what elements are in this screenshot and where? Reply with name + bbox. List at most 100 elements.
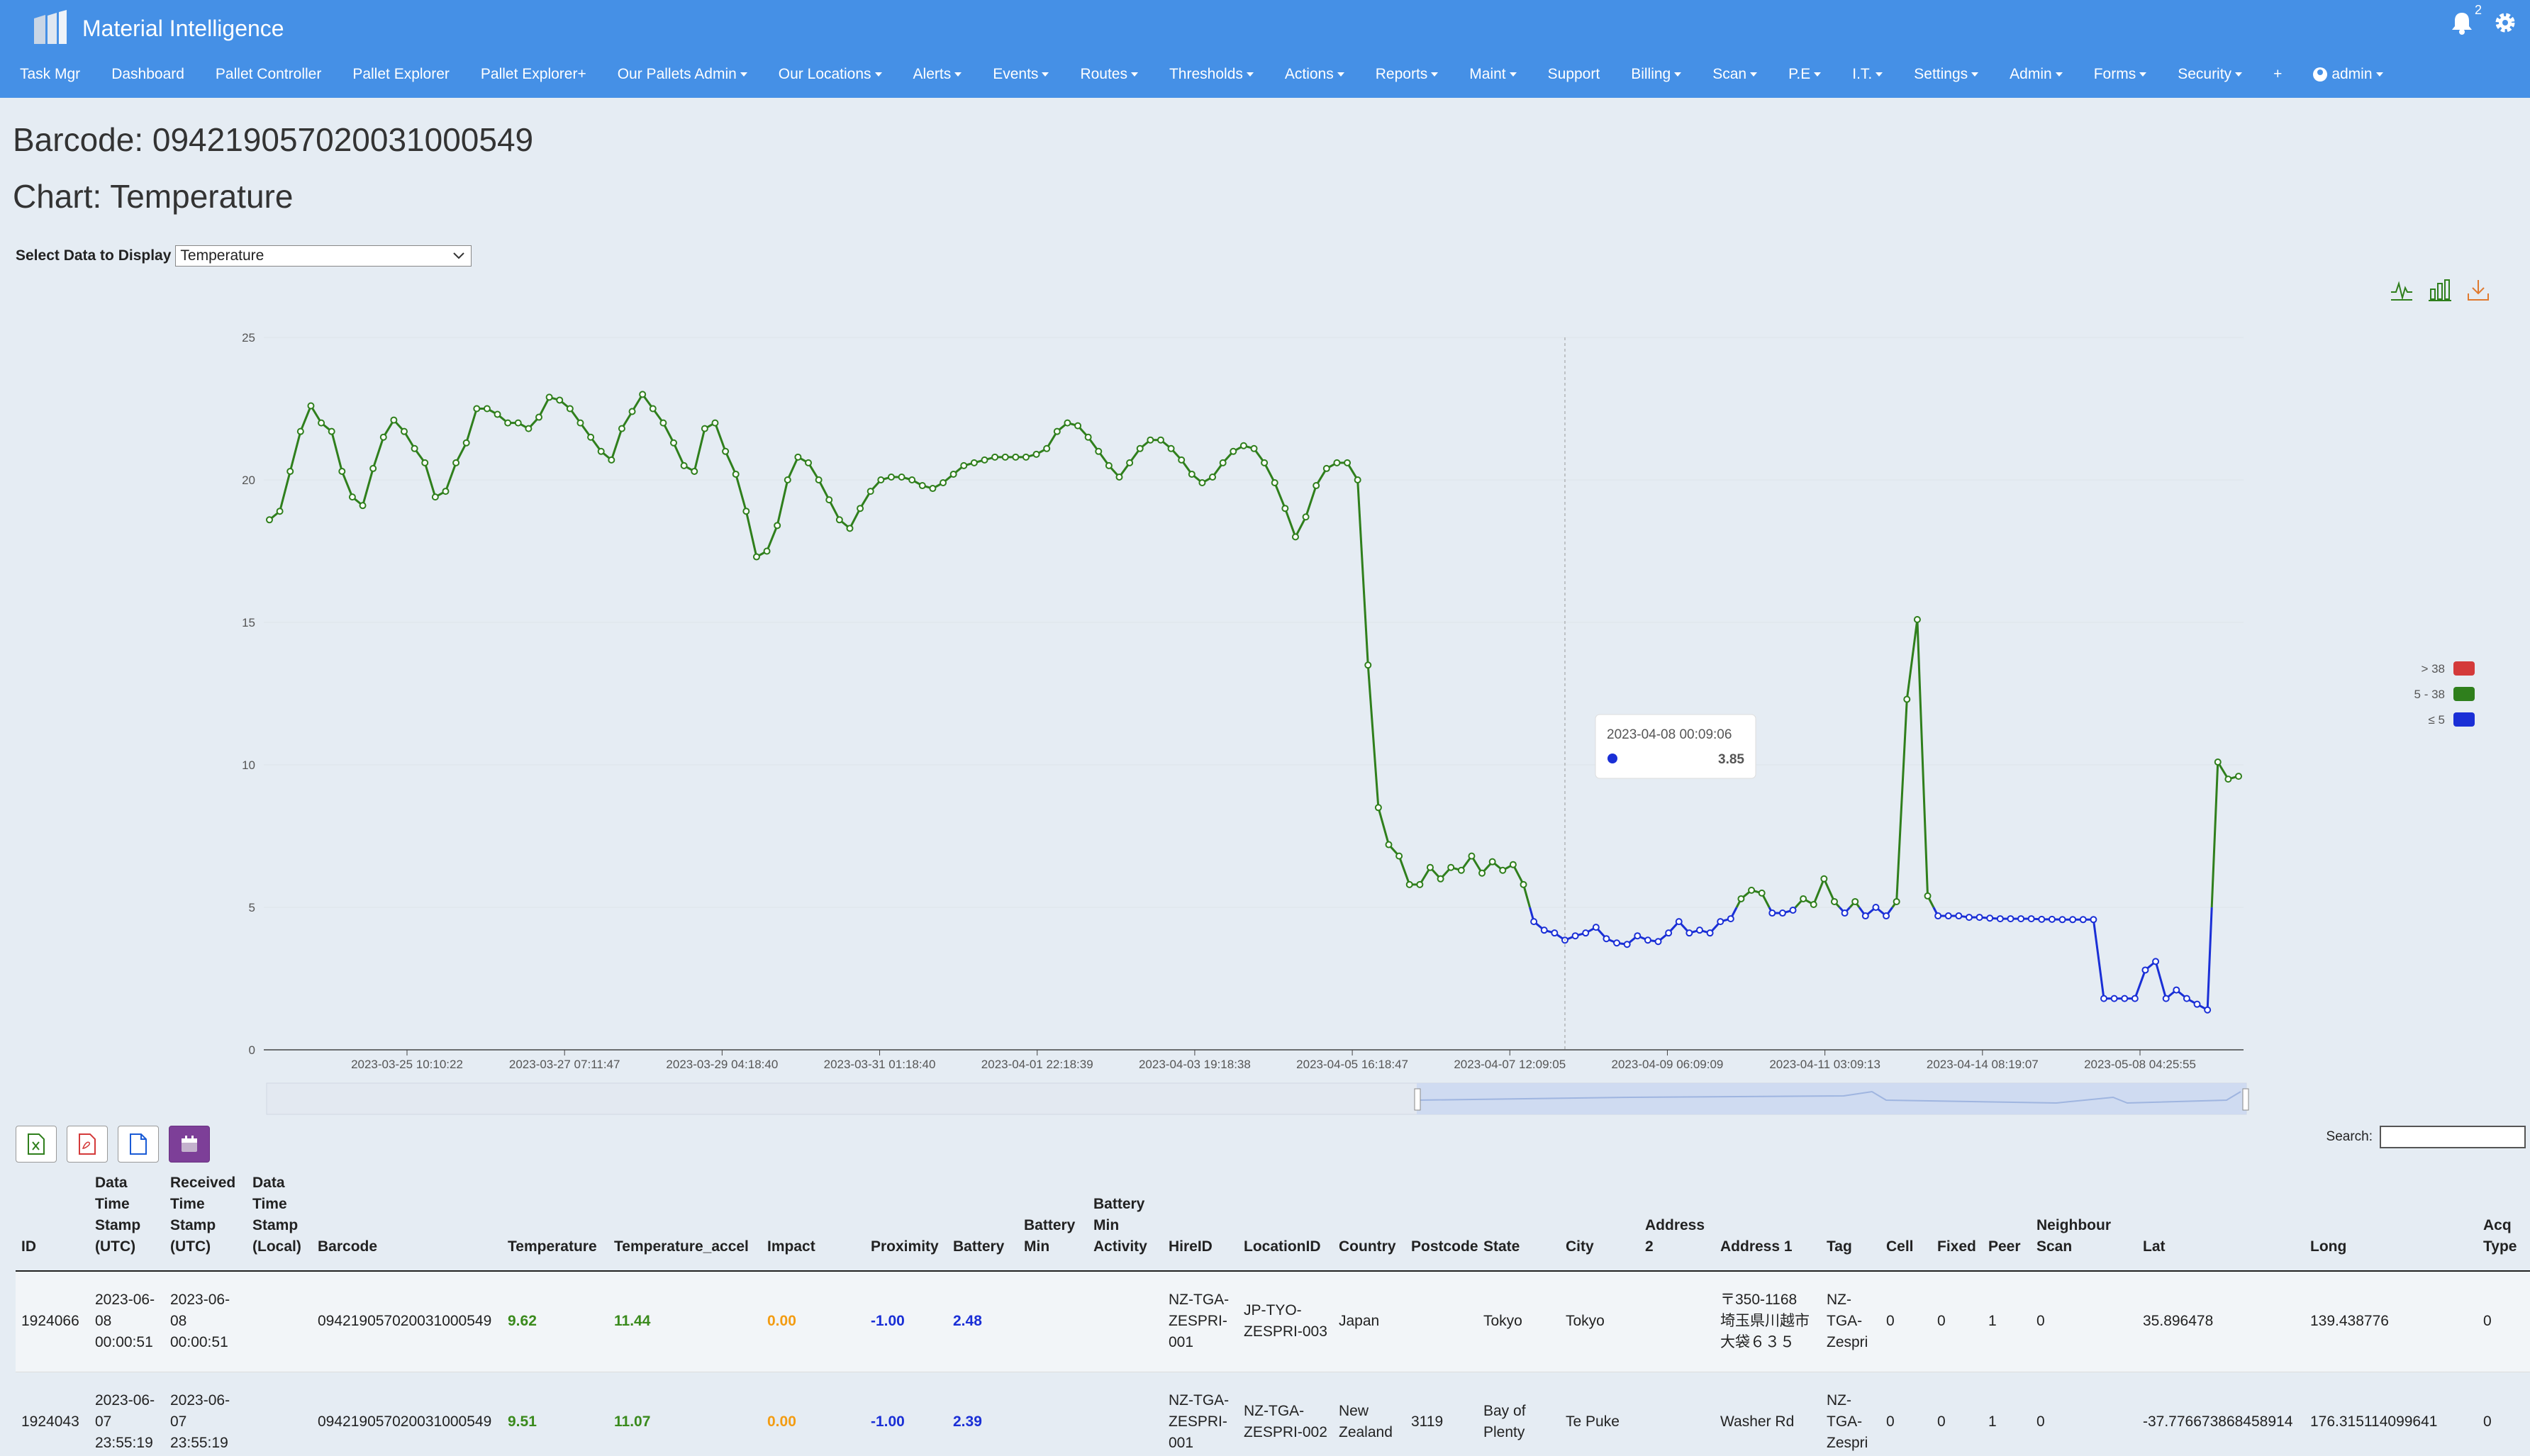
menu-item-settings[interactable]: Settings xyxy=(1914,66,1979,83)
data-point xyxy=(1416,880,1424,888)
gear-icon[interactable] xyxy=(2493,11,2517,35)
readings-table: ID Data Time Stamp (UTC) Received Time Sta… xyxy=(16,1168,2530,1456)
caret-down-icon xyxy=(1431,72,1439,77)
search-input[interactable] xyxy=(2380,1126,2526,1148)
data-point xyxy=(1913,615,1921,623)
menu-item-our-pallets-admin[interactable]: Our Pallets Admin xyxy=(618,66,747,83)
pdf-file-icon xyxy=(79,1133,96,1155)
menu-item-pallet-explorer[interactable]: Pallet Explorer+ xyxy=(481,66,586,83)
data-point xyxy=(960,461,968,469)
legend-label: 5 - 38 xyxy=(2414,688,2445,701)
column-header[interactable]: T xyxy=(2527,1168,2530,1272)
data-point xyxy=(494,410,501,418)
column-header[interactable]: City xyxy=(1560,1168,1639,1272)
line-chart-icon[interactable] xyxy=(2390,278,2414,302)
menu-item-plus[interactable]: + xyxy=(2273,66,2282,83)
export-csv-button[interactable] xyxy=(118,1126,159,1163)
column-header[interactable]: Fixed xyxy=(1932,1168,1983,1272)
column-header[interactable]: ID xyxy=(16,1168,89,1272)
column-header[interactable]: Postcode xyxy=(1405,1168,1478,1272)
notifications-button[interactable]: 2 xyxy=(2448,3,2482,37)
data-point xyxy=(908,476,916,483)
data-point xyxy=(763,547,771,555)
data-point xyxy=(597,447,605,455)
export-pdf-button[interactable] xyxy=(67,1126,108,1163)
chart-toolbox xyxy=(2390,278,2490,302)
column-header[interactable]: Peer xyxy=(1983,1168,2031,1272)
menu-item-forms[interactable]: Forms xyxy=(2094,66,2147,83)
data-point xyxy=(1333,459,1341,466)
menu-item-pallet-controller[interactable]: Pallet Controller xyxy=(216,66,321,83)
menu-item-routes[interactable]: Routes xyxy=(1080,66,1138,83)
menu-item-admin[interactable]: admin xyxy=(2313,66,2383,83)
caret-down-icon xyxy=(2375,72,2383,77)
column-header[interactable]: Impact xyxy=(762,1168,865,1272)
data-point xyxy=(711,419,719,427)
column-header[interactable]: Neighbour Scan xyxy=(2031,1168,2137,1272)
column-header[interactable]: Acq Type xyxy=(2478,1168,2527,1272)
column-header[interactable]: State xyxy=(1478,1168,1560,1272)
column-header[interactable]: Received Time Stamp (UTC) xyxy=(165,1168,247,1272)
series-line-segment xyxy=(1895,699,1908,902)
column-header[interactable]: Long xyxy=(2305,1168,2478,1272)
table-row[interactable]: 1924043 2023-06-07 23:55:19 2023-06-07 23:… xyxy=(16,1372,2530,1456)
data-select[interactable]: Temperature xyxy=(175,245,472,267)
data-point xyxy=(691,467,698,475)
menu-item-support[interactable]: Support xyxy=(1548,66,1600,83)
menu-item-scan[interactable]: Scan xyxy=(1712,66,1758,83)
column-header[interactable]: Country xyxy=(1333,1168,1405,1272)
column-header[interactable]: Address 2 xyxy=(1639,1168,1715,1272)
menu-item-task-mgr[interactable]: Task Mgr xyxy=(20,66,80,83)
date-range-button[interactable] xyxy=(169,1126,210,1163)
column-header[interactable]: Cell xyxy=(1880,1168,1932,1272)
data-point xyxy=(1126,459,1134,466)
menu-item-billing[interactable]: Billing xyxy=(1631,66,1682,83)
menu-item-thresholds[interactable]: Thresholds xyxy=(1169,66,1254,83)
table-cell xyxy=(1639,1372,1715,1456)
menu-item-label: Actions xyxy=(1284,66,1334,82)
column-header[interactable]: Data Time Stamp (UTC) xyxy=(89,1168,165,1272)
data-point xyxy=(1230,447,1237,455)
data-point xyxy=(411,444,418,452)
data-point xyxy=(1012,453,1020,461)
menu-item-label: Security xyxy=(2178,66,2232,82)
menu-item-reports[interactable]: Reports xyxy=(1376,66,1439,83)
column-header[interactable]: Tag xyxy=(1821,1168,1880,1272)
series-line-segment xyxy=(1274,482,1286,509)
series-line-segment xyxy=(2092,919,2105,999)
data-point xyxy=(1188,470,1196,478)
column-header[interactable]: Battery xyxy=(947,1168,1018,1272)
column-header[interactable]: Data Time Stamp (Local) xyxy=(247,1168,312,1272)
menu-item-pallet-explorer[interactable]: Pallet Explorer xyxy=(352,66,450,83)
menu-item-dashboard[interactable]: Dashboard xyxy=(111,66,184,83)
menu-item-p-e[interactable]: P.E xyxy=(1788,66,1822,83)
menu-item-our-locations[interactable]: Our Locations xyxy=(779,66,882,83)
data-point xyxy=(1468,852,1476,860)
data-point xyxy=(2173,986,2180,994)
menu-item-admin[interactable]: Admin xyxy=(2010,66,2063,83)
menu-item-i-t[interactable]: I.T. xyxy=(1852,66,1883,83)
column-header[interactable]: Proximity xyxy=(865,1168,947,1272)
column-header[interactable]: Temperature_accel xyxy=(608,1168,762,1272)
export-excel-button[interactable] xyxy=(16,1126,57,1163)
column-header[interactable]: Temperature xyxy=(502,1168,608,1272)
brand[interactable]: Material Intelligence xyxy=(30,9,284,48)
menu-item-actions[interactable]: Actions xyxy=(1285,66,1344,83)
column-header[interactable]: Address 1 xyxy=(1715,1168,1821,1272)
table-cell: New Zealand xyxy=(1333,1372,1405,1456)
column-header[interactable]: Barcode xyxy=(312,1168,502,1272)
column-header[interactable]: HireID xyxy=(1163,1168,1238,1272)
menu-item-maint[interactable]: Maint xyxy=(1469,66,1517,83)
menu-item-security[interactable]: Security xyxy=(2178,66,2243,83)
menu-item-alerts[interactable]: Alerts xyxy=(913,66,962,83)
column-header[interactable]: Lat xyxy=(2137,1168,2305,1272)
column-header[interactable]: Battery Min xyxy=(1018,1168,1088,1272)
column-header[interactable]: Battery Min Activity xyxy=(1088,1168,1163,1272)
table-row[interactable]: 1924066 2023-06-08 00:00:51 2023-06-08 00:… xyxy=(16,1271,2530,1372)
data-point xyxy=(307,402,315,410)
bar-chart-icon[interactable] xyxy=(2428,278,2452,302)
download-icon[interactable] xyxy=(2466,278,2490,302)
menu-item-events[interactable]: Events xyxy=(993,66,1049,83)
temperature-chart[interactable]: 0 5 10 15 20 25 2023-03-25 10:10:22 2023-03-27 … xyxy=(0,269,2530,1120)
column-header[interactable]: LocationID xyxy=(1238,1168,1333,1272)
